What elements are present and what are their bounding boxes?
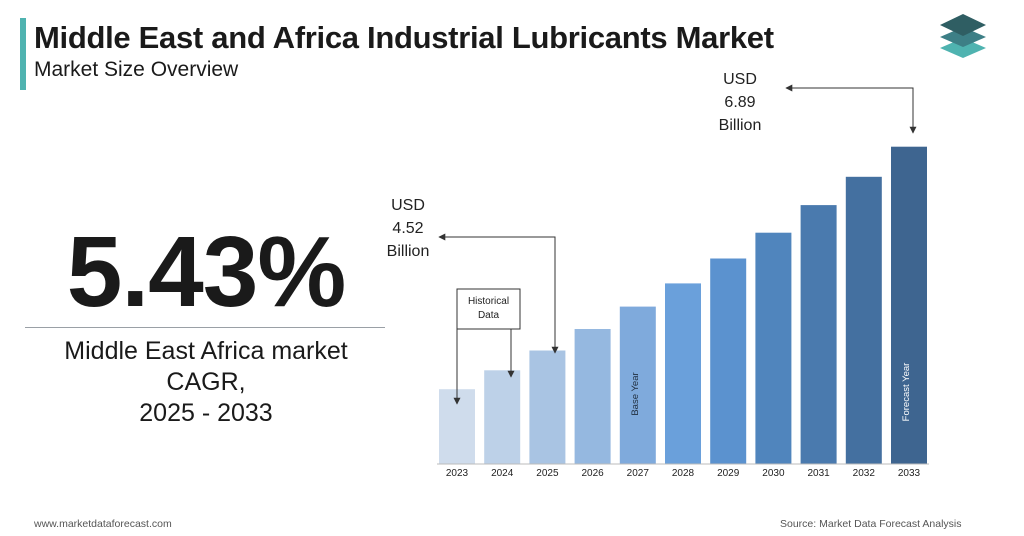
- historical-label-line1: Historical: [468, 296, 509, 307]
- end-value-line2: 6.89: [724, 94, 755, 111]
- cagr-label: Middle East Africa market CAGR, 2025 - 2…: [25, 336, 387, 429]
- forecast-year-label: Forecast Year: [901, 363, 912, 422]
- x-tick-2028: 2028: [672, 468, 695, 479]
- bar-2032: [845, 176, 882, 465]
- layered-diamond-logo-icon: [940, 14, 986, 58]
- bar-2026: [574, 329, 611, 464]
- x-tick-2030: 2030: [762, 468, 785, 479]
- cagr-divider: [25, 327, 385, 328]
- cagr-label-line2: CAGR,: [166, 368, 246, 396]
- bar-2025: [529, 350, 566, 464]
- page-title: Middle East and Africa Industrial Lubric…: [34, 20, 774, 55]
- start-value-line3: Billion: [387, 243, 430, 260]
- x-tick-2032: 2032: [853, 468, 876, 479]
- footer-website: www.marketdataforecast.com: [34, 518, 172, 530]
- bar-2033: [891, 146, 927, 464]
- end-value-arrow: [785, 84, 917, 134]
- bar-2030: [755, 232, 792, 464]
- start-value-arrow: [438, 233, 559, 354]
- end-value-line3: Billion: [719, 117, 762, 134]
- bar-2028: [665, 283, 701, 464]
- end-value-line1: USD: [723, 71, 757, 88]
- market-size-bar-chart: Base Year Forecast Year 2023 2024 2025 2026 2…: [387, 71, 929, 479]
- page-subtitle: Market Size Overview: [34, 58, 239, 81]
- title-accent-bar: [20, 18, 26, 90]
- x-tick-2029: 2029: [717, 468, 740, 479]
- bar-2029: [710, 258, 747, 464]
- footer-source: Source: Market Data Forecast Analysis: [780, 518, 962, 530]
- x-tick-2023: 2023: [446, 468, 469, 479]
- cagr-value: 5.43%: [66, 216, 347, 328]
- bar-2024: [484, 370, 521, 464]
- cagr-label-line1: Middle East Africa market: [64, 337, 348, 365]
- x-tick-2033: 2033: [898, 468, 921, 479]
- x-tick-2031: 2031: [807, 468, 830, 479]
- historical-label-line2: Data: [478, 310, 500, 321]
- bar-2027: [619, 306, 656, 464]
- base-year-label: Base Year: [630, 372, 641, 415]
- cagr-label-line3: 2025 - 2033: [139, 399, 273, 427]
- x-tick-2027: 2027: [627, 468, 650, 479]
- bar-2031: [800, 205, 837, 464]
- start-value-line2: 4.52: [392, 220, 423, 237]
- x-tick-2024: 2024: [491, 468, 514, 479]
- x-tick-2025: 2025: [536, 468, 559, 479]
- historical-data-box: [456, 288, 521, 330]
- x-tick-2026: 2026: [581, 468, 604, 479]
- start-value-line1: USD: [391, 197, 425, 214]
